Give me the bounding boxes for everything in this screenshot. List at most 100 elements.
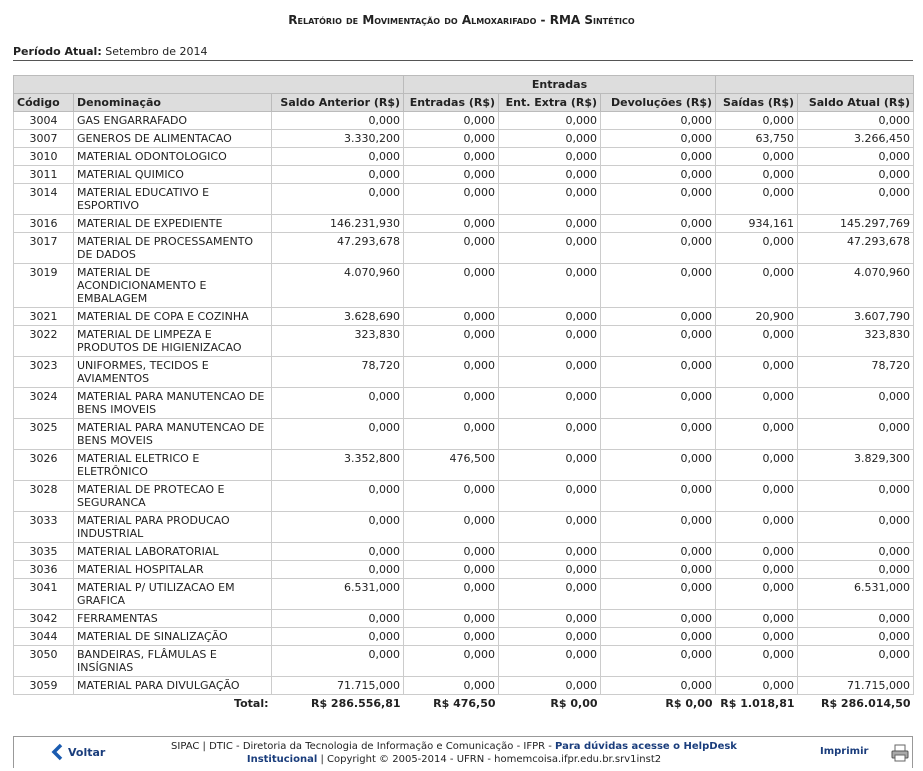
cell: MATERIAL DE PROCESSAMENTO DE DADOS (73, 232, 272, 264)
cell: 0,000 (600, 111, 717, 130)
cell: 3023 (13, 356, 74, 388)
cell: 0,000 (797, 111, 915, 130)
data-row: 3028 MATERIAL DE PROTECAO E SEGURANCA 0,00… (13, 480, 915, 512)
cell: 0,000 (498, 214, 602, 233)
period: Período Atual: Setembro de 2014 (13, 45, 913, 61)
helpdesk-link[interactable]: Para dúvidas acesse o HelpDesk Instituci… (246, 741, 737, 765)
cell: 0,000 (403, 183, 500, 215)
cell: MATERIAL PARA MANUTENCAO DE BENS IMOVEIS (73, 387, 272, 419)
column-header: Devoluções (R$) (600, 93, 717, 112)
cell: 0,000 (797, 560, 915, 579)
cell: 0,000 (403, 418, 500, 450)
back-link[interactable]: Voltar (68, 746, 106, 759)
cell: 0,000 (797, 147, 915, 166)
print-icon[interactable] (891, 744, 909, 762)
back-icon[interactable] (50, 743, 64, 761)
cell: 0,000 (403, 578, 500, 610)
cell: 0,000 (715, 645, 799, 677)
data-row: 3019 MATERIAL DE ACONDICIONAMENTO E EMBAL… (13, 263, 915, 308)
cell: 0,000 (600, 129, 717, 148)
cell: 934,161 (715, 214, 799, 233)
cell: 3033 (13, 511, 74, 543)
data-row: 3022 MATERIAL DE LIMPEZA E PRODUTOS DE HI… (13, 325, 915, 357)
cell: 0,000 (403, 609, 500, 628)
cell: MATERIAL DE PROTECAO E SEGURANCA (73, 480, 272, 512)
cell: MATERIAL DE EXPEDIENTE (73, 214, 272, 233)
cell: 0,000 (600, 578, 717, 610)
data-row: 3016 MATERIAL DE EXPEDIENTE 146.231,930 0,0… (13, 214, 915, 233)
cell: MATERIAL PARA PRODUCAO INDUSTRIAL (73, 511, 272, 543)
cell: MATERIAL LABORATORIAL (73, 542, 272, 561)
cell: 3011 (13, 165, 74, 184)
cell: 0,000 (270, 645, 405, 677)
cell: 78,720 (797, 356, 915, 388)
data-row: 3050 BANDEIRAS, FLÂMULAS E INSÍGNIAS 0,000… (13, 645, 915, 677)
cell: 3041 (13, 578, 74, 610)
cell: 0,000 (715, 418, 799, 450)
cell: 323,830 (270, 325, 405, 357)
cell: 3014 (13, 183, 74, 215)
cell: MATERIAL ELETRICO E ELETRÔNICO (73, 449, 272, 481)
column-header: Ent. Extra (R$) (498, 93, 602, 112)
cell: 0,000 (715, 325, 799, 357)
cell: 0,000 (270, 480, 405, 512)
cell: MATERIAL QUIMICO (73, 165, 272, 184)
cell: 0,000 (498, 147, 602, 166)
column-header: Saldo Atual (R$) (797, 93, 915, 112)
cell: MATERIAL DE COPA E COZINHA (73, 307, 272, 326)
column-header: Entradas (R$) (403, 93, 500, 112)
data-row: 3035 MATERIAL LABORATORIAL 0,000 0,000 0,000… (13, 542, 915, 561)
cell: 0,000 (600, 609, 717, 628)
cell: 146.231,930 (270, 214, 405, 233)
cell: 0,000 (403, 307, 500, 326)
data-row: 3024 MATERIAL PARA MANUTENCAO DE BENS IMO… (13, 387, 915, 419)
cell: 0,000 (498, 165, 602, 184)
cell: 0,000 (600, 263, 717, 308)
cell: 0,000 (600, 511, 717, 543)
cell: 0,000 (797, 183, 915, 215)
group-header: Entradas (403, 75, 717, 94)
cell: 0,000 (403, 676, 500, 695)
footer-text: SIPAC | DTIC - Diretoria da Tecnologia d… (154, 740, 754, 766)
cell: GENEROS DE ALIMENTACAO (73, 129, 272, 148)
cell: 0,000 (498, 511, 602, 543)
cell: 4.070,960 (797, 263, 915, 308)
cell: 0,000 (498, 356, 602, 388)
cell: 3004 (13, 111, 74, 130)
data-row: 3036 MATERIAL HOSPITALAR 0,000 0,000 0,000 0,… (13, 560, 915, 579)
cell: 0,000 (797, 542, 915, 561)
data-row: 3010 MATERIAL ODONTOLOGICO 0,000 0,000 0,000… (13, 147, 915, 166)
data-row: 3042 FERRAMENTAS 0,000 0,000 0,000 0,000 0,000… (13, 609, 915, 628)
print-link[interactable]: Imprimir (820, 746, 869, 757)
cell: BANDEIRAS, FLÂMULAS E INSÍGNIAS (73, 645, 272, 677)
cell: 0,000 (403, 542, 500, 561)
cell: 3028 (13, 480, 74, 512)
cell: 0,000 (498, 183, 602, 215)
cell: 3.829,300 (797, 449, 915, 481)
cell: 63,750 (715, 129, 799, 148)
report-title: Relatório de Movimentação do Almoxarifad… (288, 13, 635, 27)
cell: 0,000 (498, 560, 602, 579)
cell: 0,000 (270, 147, 405, 166)
cell: 0,000 (600, 449, 717, 481)
cell: 0,000 (270, 560, 405, 579)
cell: 0,000 (600, 542, 717, 561)
data-row: 3007 GENEROS DE ALIMENTACAO 3.330,200 0,000… (13, 129, 915, 148)
cell: 3042 (13, 609, 74, 628)
cell: 3019 (13, 263, 74, 308)
cell: 0,000 (600, 627, 717, 646)
cell: 3.607,790 (797, 307, 915, 326)
total-value: R$ 0,00 (600, 694, 716, 712)
cell: MATERIAL DE LIMPEZA E PRODUTOS DE HIGIEN… (73, 325, 272, 357)
cell: 6.531,000 (797, 578, 915, 610)
cell: 47.293,678 (270, 232, 405, 264)
cell: MATERIAL EDUCATIVO E ESPORTIVO (73, 183, 272, 215)
data-row: 3044 MATERIAL DE SINALIZAÇÃO 0,000 0,000 0,0… (13, 627, 915, 646)
cell: 0,000 (498, 645, 602, 677)
cell: 0,000 (403, 480, 500, 512)
cell: 0,000 (600, 183, 717, 215)
cell: 0,000 (498, 609, 602, 628)
cell: 0,000 (498, 129, 602, 148)
data-row: 3041 MATERIAL P/ UTILIZACAO EM GRAFICA 6.5… (13, 578, 915, 610)
cell: 0,000 (403, 511, 500, 543)
